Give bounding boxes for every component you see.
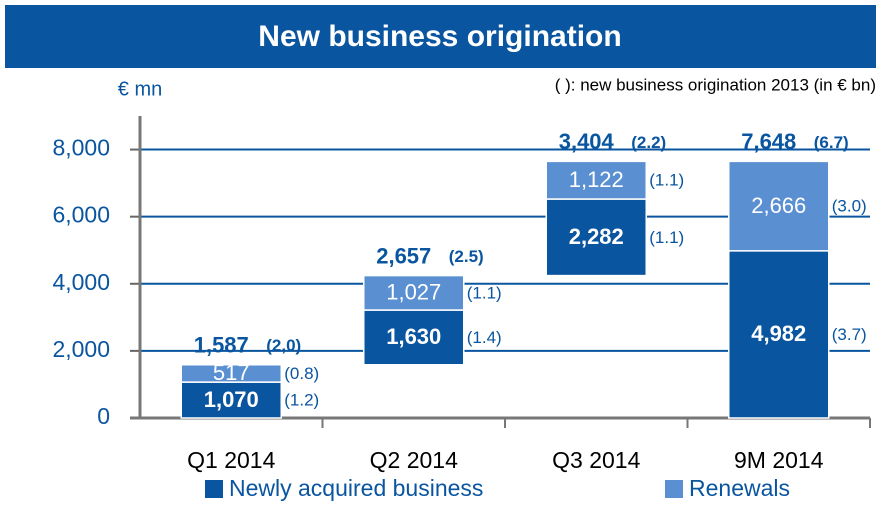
value-label: 517: [213, 360, 250, 385]
x-tick-label: Q1 2014: [187, 447, 275, 473]
bar-segment: [363, 309, 465, 366]
prior-label: (3.7): [832, 325, 867, 344]
total-prior-label: (2.5): [449, 247, 484, 266]
prior-label: (0.8): [284, 364, 319, 383]
chart-title: New business origination: [258, 20, 621, 53]
value-label: 1,122: [569, 167, 624, 192]
bar-segment: [180, 363, 282, 383]
legend-swatch: [205, 480, 223, 498]
prior-label: (1.1): [467, 283, 502, 302]
total-label: 1,587: [194, 333, 249, 358]
x-tick-label: Q3 2014: [552, 447, 640, 473]
value-label: 1,630: [386, 324, 441, 349]
prior-label: (1.4): [467, 328, 502, 347]
note: ( ): new business origination 2013 (in €…: [555, 75, 876, 94]
y-tick-label: 2,000: [52, 336, 110, 362]
value-label: 2,282: [569, 224, 624, 249]
legend-label: Newly acquired business: [229, 475, 483, 501]
total-label: 3,404: [559, 129, 615, 154]
y-tick-label: 0: [97, 403, 110, 429]
x-tick-label: Q2 2014: [370, 447, 458, 473]
prior-label: (3.0): [832, 197, 867, 216]
legend-swatch: [665, 480, 683, 498]
y-axis-label: € mn: [118, 78, 162, 100]
bar-segment: [545, 160, 647, 200]
bar-segment: [363, 274, 465, 311]
total-label: 7,648: [741, 129, 796, 154]
prior-label: (1.2): [284, 391, 319, 410]
legend-label: Renewals: [689, 475, 790, 501]
total-prior-label: (2,0): [266, 336, 301, 355]
bar-segment: [728, 160, 830, 252]
value-label: 2,666: [751, 193, 806, 218]
value-label: 1,070: [204, 387, 259, 412]
prior-label: (1.1): [649, 228, 684, 247]
x-tick-label: 9M 2014: [734, 447, 824, 473]
total-label: 2,657: [376, 243, 431, 268]
value-label: 4,982: [751, 321, 806, 346]
title-banner: [5, 5, 876, 68]
total-prior-label: (6.7): [814, 133, 849, 152]
total-prior-label: (2.2): [631, 133, 666, 152]
bar-segment: [728, 250, 830, 419]
y-tick-label: 6,000: [52, 202, 110, 228]
y-tick-label: 4,000: [52, 269, 110, 295]
prior-label: (1.1): [649, 171, 684, 190]
y-tick-label: 8,000: [52, 135, 110, 161]
value-label: 1,027: [386, 280, 441, 305]
